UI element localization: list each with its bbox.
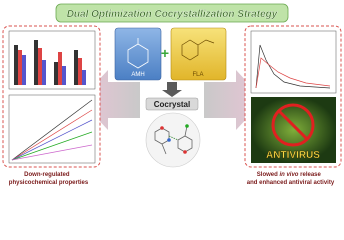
right-caption: Slowed in vivo release and enhanced anti… <box>247 172 335 186</box>
antivirus-image <box>251 97 336 163</box>
amh-box <box>114 27 162 81</box>
page: Dual Optimization Cocrystallization Stra… <box>0 0 342 186</box>
plus-sign: + <box>161 45 169 61</box>
pk-chart-illustration <box>250 30 337 94</box>
molecule-atoms <box>160 124 189 154</box>
title-banner <box>55 3 289 23</box>
caption-part: in vivo <box>279 172 298 178</box>
cocrystal-box <box>145 97 199 111</box>
title: Dual Optimization Cocrystallization Stra… <box>67 9 278 20</box>
fla-structure <box>181 39 215 61</box>
caption-part: release <box>298 172 321 178</box>
amh-structure <box>127 38 149 69</box>
line-chart-illustration <box>8 94 96 164</box>
left-caption: Down-regulated physicochemical propertie… <box>0 0 93 186</box>
caption-line: physicochemical properties <box>9 180 89 186</box>
amh-label: AMH <box>131 72 144 78</box>
fla-label: FLA <box>192 72 203 78</box>
caption-line: and enhanced antiviral activity <box>247 180 335 186</box>
fla-box <box>170 27 227 81</box>
bar-chart-illustration <box>8 30 96 90</box>
caption-part: Slowed <box>257 172 280 178</box>
graphical-abstract: Dual Optimization Cocrystallization Stra… <box>0 0 342 186</box>
caption-line: Down-regulated <box>24 172 70 178</box>
antivirus-label: ANTIVIRUS <box>266 150 320 161</box>
cocrystal-label: Cocrystal <box>154 100 190 109</box>
down-arrow <box>162 82 182 97</box>
